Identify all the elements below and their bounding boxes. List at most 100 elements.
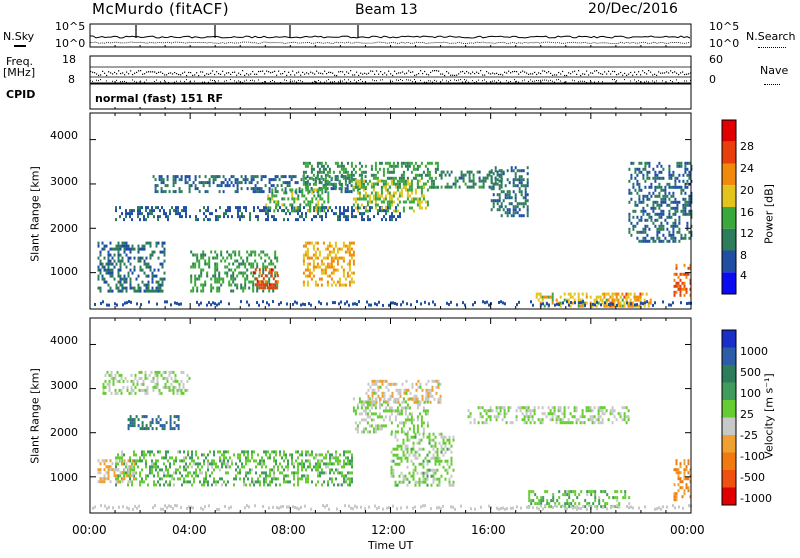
power-cell — [351, 190, 353, 193]
velocity-cell — [516, 415, 518, 418]
power-cell — [483, 180, 485, 183]
velocity-cell — [391, 409, 393, 412]
velocity-cell — [269, 480, 271, 483]
power-cell — [245, 181, 247, 184]
power-cell — [678, 174, 680, 177]
nave-dot — [430, 80, 431, 81]
power-cell — [252, 275, 254, 278]
power-cell — [413, 210, 415, 213]
velocity-cell — [377, 427, 379, 430]
velocity-cell — [325, 465, 327, 468]
power-cell — [245, 209, 247, 212]
power-cell — [339, 171, 341, 174]
power-cell — [456, 303, 458, 306]
velocity-cell — [392, 505, 394, 508]
velocity-cell — [441, 433, 443, 436]
velocity-cell — [550, 499, 552, 502]
power-cell — [114, 278, 116, 281]
power-cell — [399, 180, 401, 183]
power-cell — [367, 215, 369, 218]
power-cell — [471, 171, 473, 174]
velocity-cell — [417, 472, 419, 475]
velocity-cell — [604, 412, 606, 415]
power-cell — [632, 186, 634, 189]
velocity-cell — [608, 418, 610, 421]
power-cell — [159, 215, 161, 218]
freq-dot — [188, 72, 189, 73]
power-cell — [98, 257, 100, 260]
velocity-cell — [135, 386, 137, 389]
power-cell — [163, 212, 165, 215]
power-cell — [339, 180, 341, 183]
velocity-cell — [534, 502, 536, 505]
power-cell — [662, 177, 664, 180]
power-cell — [411, 171, 413, 174]
power-cell — [401, 162, 403, 165]
nave-dot — [92, 81, 93, 82]
velocity-cell — [440, 398, 442, 401]
velocity-cell — [247, 453, 249, 456]
power-cell — [680, 165, 682, 168]
power-cell — [339, 209, 341, 212]
velocity-cell — [540, 496, 542, 499]
power-cell — [277, 190, 279, 193]
power-cell — [353, 215, 355, 218]
velocity-cell — [155, 371, 157, 374]
power-cell — [246, 278, 248, 281]
power-cell — [167, 184, 169, 187]
power-cell — [435, 186, 437, 189]
velocity-cell — [430, 401, 432, 404]
power-cell — [381, 192, 383, 195]
power-cell — [269, 206, 271, 209]
velocity-cell — [433, 439, 435, 442]
power-cell — [237, 206, 239, 209]
power-cell — [118, 281, 120, 284]
velocity-cell — [203, 483, 205, 486]
power-cell — [363, 218, 365, 221]
velocity-cell — [430, 395, 432, 398]
power-cell — [672, 237, 674, 240]
power-cell — [676, 162, 678, 165]
power-cell — [254, 260, 256, 263]
velocity-cell — [129, 477, 131, 480]
power-cell — [586, 296, 588, 299]
freq-dot — [244, 75, 245, 76]
velocity-cell — [440, 401, 442, 404]
power-cell — [307, 203, 309, 206]
velocity-cell — [562, 493, 564, 496]
power-cell — [163, 190, 165, 193]
velocity-cell — [245, 474, 247, 477]
velocity-cell — [566, 507, 568, 510]
velocity-cell — [147, 392, 149, 395]
power-cell — [347, 171, 349, 174]
power-cell — [519, 175, 521, 178]
freq-dot — [222, 71, 223, 72]
power-cell — [252, 263, 254, 266]
nave-dot — [96, 80, 97, 81]
velocity-cell — [606, 493, 608, 496]
power-cell — [664, 198, 666, 201]
velocity-cell — [361, 418, 363, 421]
velocity-cell — [191, 474, 193, 477]
power-cell — [148, 281, 150, 284]
velocity-cell — [451, 451, 453, 454]
velocity-cell — [176, 504, 178, 507]
nave-dot — [434, 80, 435, 81]
power-cell — [361, 174, 363, 177]
power-cell — [244, 278, 246, 281]
velocity-cell — [399, 409, 401, 412]
power-cell — [300, 304, 302, 307]
power-cell — [295, 175, 297, 178]
nave-dot — [448, 81, 449, 82]
velocity-cell — [552, 412, 554, 415]
power-cell — [668, 168, 670, 171]
power-cell — [335, 206, 337, 209]
power-cell — [666, 183, 668, 186]
velocity-cell — [129, 392, 131, 395]
power-cell — [141, 212, 143, 215]
power-cell — [146, 287, 148, 290]
velocity-cell — [209, 474, 211, 477]
power-cell — [208, 260, 210, 263]
power-cell — [191, 184, 193, 187]
power-cell — [339, 248, 341, 251]
